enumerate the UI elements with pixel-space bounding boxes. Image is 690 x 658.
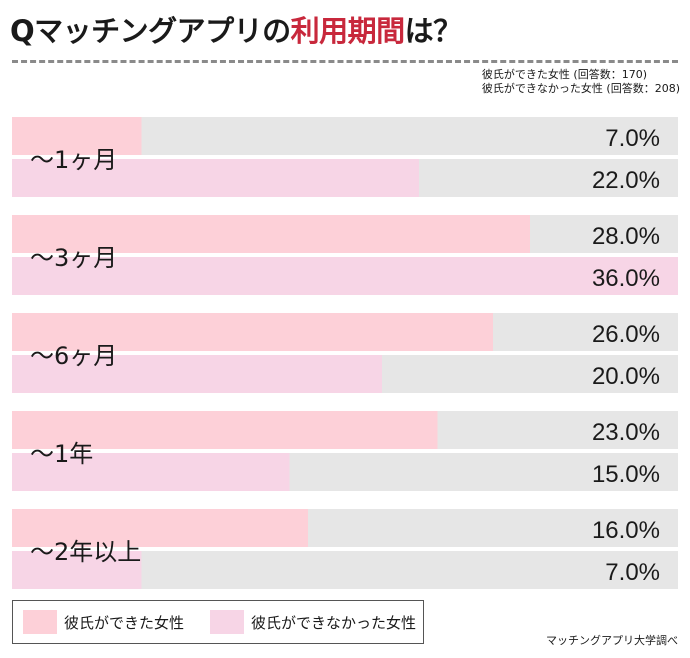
category-label: ～1年 — [30, 440, 93, 468]
legend-swatch-dating — [23, 610, 57, 634]
value-label-dating: 26.0% — [592, 321, 660, 348]
title-divider — [12, 60, 678, 63]
chart-title: Qマッチングアプリの利用期間は？ — [10, 8, 462, 50]
bar-single — [12, 257, 678, 295]
bar-dating — [12, 509, 308, 547]
bar-dating — [12, 117, 142, 155]
value-label-dating: 23.0% — [592, 419, 660, 446]
title-accent: 利用期間 — [290, 14, 406, 48]
bar-dating — [12, 215, 530, 253]
value-label-dating: 7.0% — [605, 125, 660, 152]
category-label: ～2年以上 — [30, 538, 141, 566]
title-prefix: Qマッチングアプリの — [10, 14, 291, 48]
legend-label-dating: 彼氏ができた女性 — [64, 614, 185, 632]
legend-swatch-single — [210, 610, 244, 634]
value-label-single: 22.0% — [592, 167, 660, 194]
bar-chart: 7.0% 22.0% ～1ヶ月 28.0% 36.0% ～3ヶ月 26.0% 20.0% ～6ヶ… — [12, 117, 678, 589]
value-label-single: 15.0% — [592, 461, 660, 488]
legend: 彼氏ができた女性 彼氏ができなかった女性 — [12, 600, 424, 644]
category-label: ～1ヶ月 — [30, 146, 117, 174]
respondent-count-single: 彼氏ができなかった女性 (回答数：208) — [481, 82, 680, 95]
bar-dating — [12, 313, 493, 351]
legend-label-single: 彼氏ができなかった女性 — [251, 614, 417, 632]
category-label: ～6ヶ月 — [30, 342, 117, 370]
value-label-single: 36.0% — [592, 265, 660, 292]
bar-single — [12, 453, 290, 491]
value-label-single: 7.0% — [605, 559, 660, 586]
bar-single — [12, 355, 382, 393]
value-label-dating: 28.0% — [592, 223, 660, 250]
source-note: マッチングアプリ大学調べ — [546, 634, 678, 647]
respondent-counts: 彼氏ができた女性 (回答数：170) 彼氏ができなかった女性 (回答数：208) — [482, 68, 680, 96]
bar-single — [12, 159, 419, 197]
value-label-single: 20.0% — [592, 363, 660, 390]
title-suffix: は？ — [404, 14, 463, 48]
respondent-count-dating: 彼氏ができた女性 (回答数：170) — [481, 68, 647, 81]
bar-single — [12, 551, 142, 589]
category-label: ～3ヶ月 — [30, 244, 117, 272]
value-label-dating: 16.0% — [592, 517, 660, 544]
bar-dating — [12, 411, 438, 449]
